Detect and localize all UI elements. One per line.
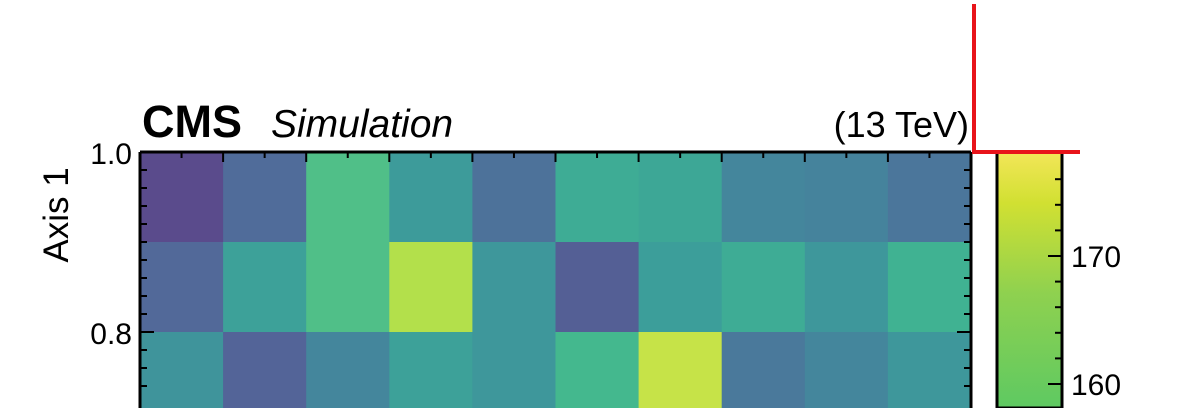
heatmap-cell — [721, 332, 806, 408]
heatmap-cell — [555, 242, 640, 333]
heatmap-cell — [389, 332, 473, 408]
heatmap-cell — [555, 152, 640, 243]
red-annotation — [972, 4, 1080, 154]
heatmap-cell — [638, 152, 723, 243]
heatmap-cell — [140, 332, 224, 408]
heatmap-cell — [140, 152, 224, 243]
heatmap-cell — [472, 242, 557, 333]
heatmap-cell — [887, 152, 972, 243]
heatmap-cell — [223, 242, 307, 333]
heatmap-cell — [721, 242, 806, 333]
heatmap-cell — [638, 332, 723, 408]
heatmap-cell — [472, 332, 557, 408]
colorbar — [995, 150, 1064, 408]
heatmap-cell — [306, 152, 390, 243]
heatmap-cell — [389, 152, 473, 243]
axis-ticks — [139, 151, 972, 387]
cms-label: CMS — [142, 96, 242, 147]
heatmap-cell — [140, 242, 224, 333]
y-tick-label: 0.8 — [90, 318, 132, 351]
energy-label: (13 TeV) — [834, 104, 969, 145]
heatmap-cell — [721, 152, 806, 243]
heatmap-cell — [804, 242, 889, 333]
heatmap-cell — [306, 242, 390, 333]
heatmap-cell — [555, 332, 640, 408]
colorbar-tick-label: 170 — [1071, 241, 1121, 274]
heatmap-cell — [223, 152, 307, 243]
heatmap-cell — [804, 152, 889, 243]
colorbar-tick-label: 160 — [1071, 369, 1121, 402]
heatmap-cell — [887, 242, 972, 333]
y-tick-label: 1.0 — [90, 138, 132, 171]
heatmap-cell — [638, 242, 723, 333]
simulation-label: Simulation — [271, 103, 453, 146]
heatmap-cell — [306, 332, 390, 408]
heatmap-cell — [389, 242, 473, 333]
heatmap-cell — [887, 332, 972, 408]
heatmap-cell — [804, 332, 889, 408]
heatmap-cell — [472, 152, 557, 243]
heatmap-cell — [223, 332, 307, 408]
y-axis-label: Axis 1 — [37, 167, 76, 262]
colorbar-ticks — [1048, 178, 1062, 385]
heatmap-cells — [140, 152, 972, 408]
